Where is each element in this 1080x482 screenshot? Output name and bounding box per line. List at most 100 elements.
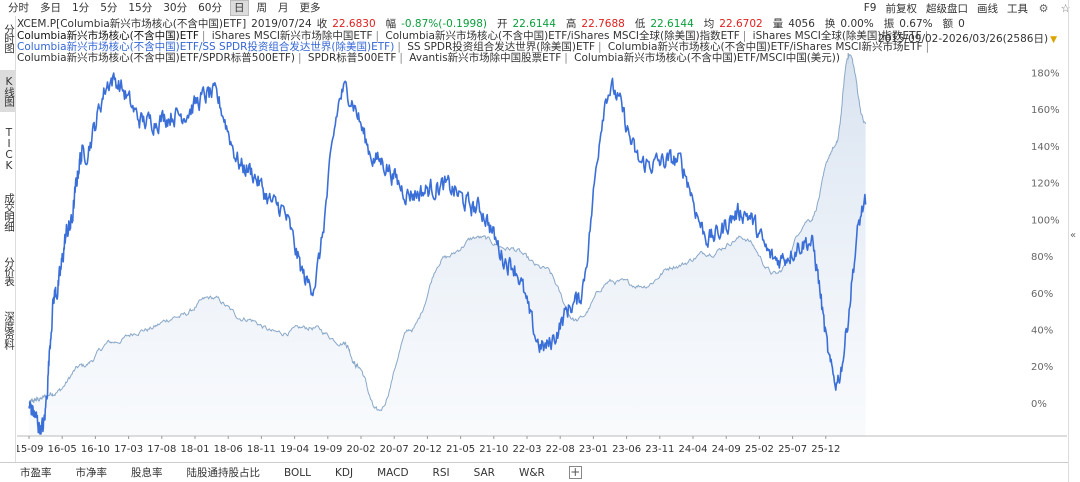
chevron-left-icon[interactable]: « <box>1070 230 1077 241</box>
period-30min[interactable]: 30分 <box>163 2 188 14</box>
side-panel-strip <box>1068 0 1080 482</box>
close-label: 收 <box>316 18 328 30</box>
f9-button[interactable]: F9 <box>863 2 877 14</box>
y-tick-label: 60% <box>1031 289 1053 300</box>
x-tick-label: 17-03 <box>114 444 143 455</box>
tab-pb-ratio[interactable]: 市净率 <box>75 467 108 479</box>
tab-dividend-yield[interactable]: 股息率 <box>131 467 163 479</box>
period-day[interactable]: 日 <box>230 0 249 16</box>
y-tick-label: 180% <box>1031 68 1060 79</box>
tab-k-line-chart[interactable]: K线图 <box>0 70 15 112</box>
forward-adjust-button[interactable]: 前复权 <box>885 2 918 15</box>
x-tick-label: 20-12 <box>413 444 442 455</box>
quote-date: 2019/07/24 <box>251 17 312 30</box>
change-label: 幅 <box>385 18 397 30</box>
legend-item[interactable]: SPDR标普500ETF <box>307 52 397 64</box>
tab-minute-chart[interactable]: 分时图 <box>3 23 15 53</box>
x-tick-label: 25-02 <box>745 444 774 455</box>
y-tick-label: 80% <box>1031 252 1053 263</box>
indicator-tab-bar: 市盈率 市净率 股息率 陆股通持股占比 BOLL KDJ MACD RSI SA… <box>0 462 1068 482</box>
date-range[interactable]: 2015/09/02-2026/03/26(2586日) ▼ <box>878 31 1057 46</box>
legend-item[interactable]: Columbia新兴市场核心(不含中国)ETF/iShares MSCI全球(除… <box>385 30 740 42</box>
period-minute[interactable]: 分时 <box>8 2 29 14</box>
tab-boll[interactable]: BOLL <box>284 466 311 479</box>
period-week[interactable]: 周 <box>256 2 268 14</box>
y-tick-label: 120% <box>1031 179 1060 190</box>
series-1-line <box>28 72 867 435</box>
high-field: 高 22.7688 <box>566 16 630 31</box>
compare-chart[interactable]: 180% 160% 140% 120% 100% 80% 60% 40% 20% 0% 15-09… <box>17 54 1068 462</box>
quote-line: XCEM.P[Columbia新兴市场核心(不含中国)ETF] 2019/07/… <box>17 16 975 31</box>
tools-button[interactable]: 工具 <box>1007 2 1028 15</box>
plus-icon[interactable]: + <box>568 465 582 479</box>
x-tick-label: 23-11 <box>645 444 674 455</box>
tab-price-table[interactable]: 分价表 <box>3 256 15 286</box>
x-axis: 15-09 16-05 16-10 17-03 17-08 18-01 18-06 18-11… <box>17 435 1067 455</box>
series-2-line <box>28 54 867 412</box>
volume-field: 量 4056 <box>773 16 820 31</box>
low-value: 22.6144 <box>650 18 694 30</box>
legend-item[interactable]: Columbia新兴市场核心(不含中国)ETF/SPDR标普500ETF) <box>17 52 295 64</box>
tab-tick[interactable]: TICK <box>3 127 15 171</box>
star-icon[interactable]: ☆ <box>1060 1 1071 15</box>
close-value: 22.6830 <box>332 18 376 30</box>
x-tick-label: 16-10 <box>81 444 110 455</box>
line-series-layer <box>28 72 867 435</box>
x-tick-label: 16-05 <box>48 444 77 455</box>
legend-item[interactable]: SS SPDR投资组合发达世界(除美国)ETF <box>407 41 596 53</box>
tab-pe-ratio[interactable]: 市盈率 <box>20 467 52 479</box>
open-value: 22.6144 <box>512 18 556 30</box>
draw-line-button[interactable]: 画线 <box>977 2 998 15</box>
high-value: 22.7688 <box>581 18 625 30</box>
x-tick-label: 25-07 <box>778 444 807 455</box>
x-tick-label: 22-08 <box>546 444 575 455</box>
series-2-area <box>29 54 866 437</box>
tab-macd[interactable]: MACD <box>377 466 409 479</box>
dropdown-icon[interactable]: ▼ <box>1050 35 1057 45</box>
tab-sar[interactable]: SAR <box>473 466 495 479</box>
compare-legend: Columbia新兴市场核心(不含中国)ETF | iShares MSCI新兴市… <box>17 30 930 64</box>
amount-label: 额 <box>942 18 954 30</box>
period-15min[interactable]: 15分 <box>128 2 153 14</box>
period-multi-day[interactable]: 多日 <box>40 2 61 14</box>
legend-item[interactable]: Columbia新兴市场核心(不含中国)ETF/MSCI中国(美元)) <box>574 52 840 64</box>
x-tick-label: 23-01 <box>579 444 608 455</box>
amount-value: 0 <box>958 18 965 30</box>
period-more[interactable]: 更多 <box>299 2 321 14</box>
period-1min[interactable]: 1分 <box>72 2 90 14</box>
tab-depth-data[interactable]: 深度资料 <box>3 311 15 349</box>
legend-item[interactable]: iShares MSCI新兴市场除中国ETF <box>211 30 373 42</box>
amplitude-label: 振 <box>883 18 895 30</box>
open-label: 开 <box>497 18 508 30</box>
legend-item[interactable]: iShares MSCI全球(除美国)指数ETF <box>752 30 922 42</box>
tab-trade-detail[interactable]: 成交明细 <box>3 193 15 231</box>
legend-item[interactable]: Avantis新兴市场除中国股票ETF <box>409 52 562 64</box>
gear-icon[interactable]: ⚙ <box>1038 1 1049 15</box>
legend-item[interactable]: Columbia新兴市场核心(不含中国)ETF/iShares MSCI新兴市场… <box>607 41 923 53</box>
y-tick-label: 0% <box>1031 399 1047 410</box>
x-tick-label: 21-10 <box>479 444 508 455</box>
tab-rsi[interactable]: RSI <box>432 466 450 479</box>
x-tick-label: 20-02 <box>346 444 375 455</box>
open-field: 开 22.6144 <box>497 16 561 31</box>
volume-value: 4056 <box>788 18 815 30</box>
turnover-label: 换 <box>824 18 836 30</box>
toolbar-right: F9 前复权 超级盘口 画线 工具 ⚙ ☆ <box>864 0 1072 16</box>
legend-item[interactable]: Columbia新兴市场核心(不含中国)ETF <box>17 30 199 42</box>
y-tick-label: 20% <box>1031 362 1053 373</box>
x-tick-label: 22-03 <box>512 444 541 455</box>
period-month[interactable]: 月 <box>278 2 289 14</box>
period-60min[interactable]: 60分 <box>198 2 222 14</box>
avg-value: 22.6702 <box>719 18 763 30</box>
tab-northbound-holding[interactable]: 陆股通持股占比 <box>186 467 261 479</box>
tab-kdj[interactable]: KDJ <box>334 466 354 479</box>
turnover-field: 换 0.00% <box>825 16 879 31</box>
x-tick-label: 18-01 <box>180 444 209 455</box>
tab-wr[interactable]: W&R <box>518 466 545 479</box>
period-5min[interactable]: 5分 <box>100 2 118 14</box>
legend-item-highlighted[interactable]: Columbia新兴市场核心(不含中国)ETF/SS SPDR投资组合发达世界(… <box>17 41 395 53</box>
super-order-book-button[interactable]: 超级盘口 <box>926 2 968 15</box>
x-tick-label: 23-06 <box>612 444 641 455</box>
security-name: XCEM.P[Columbia新兴市场核心(不含中国)ETF] <box>17 18 247 30</box>
